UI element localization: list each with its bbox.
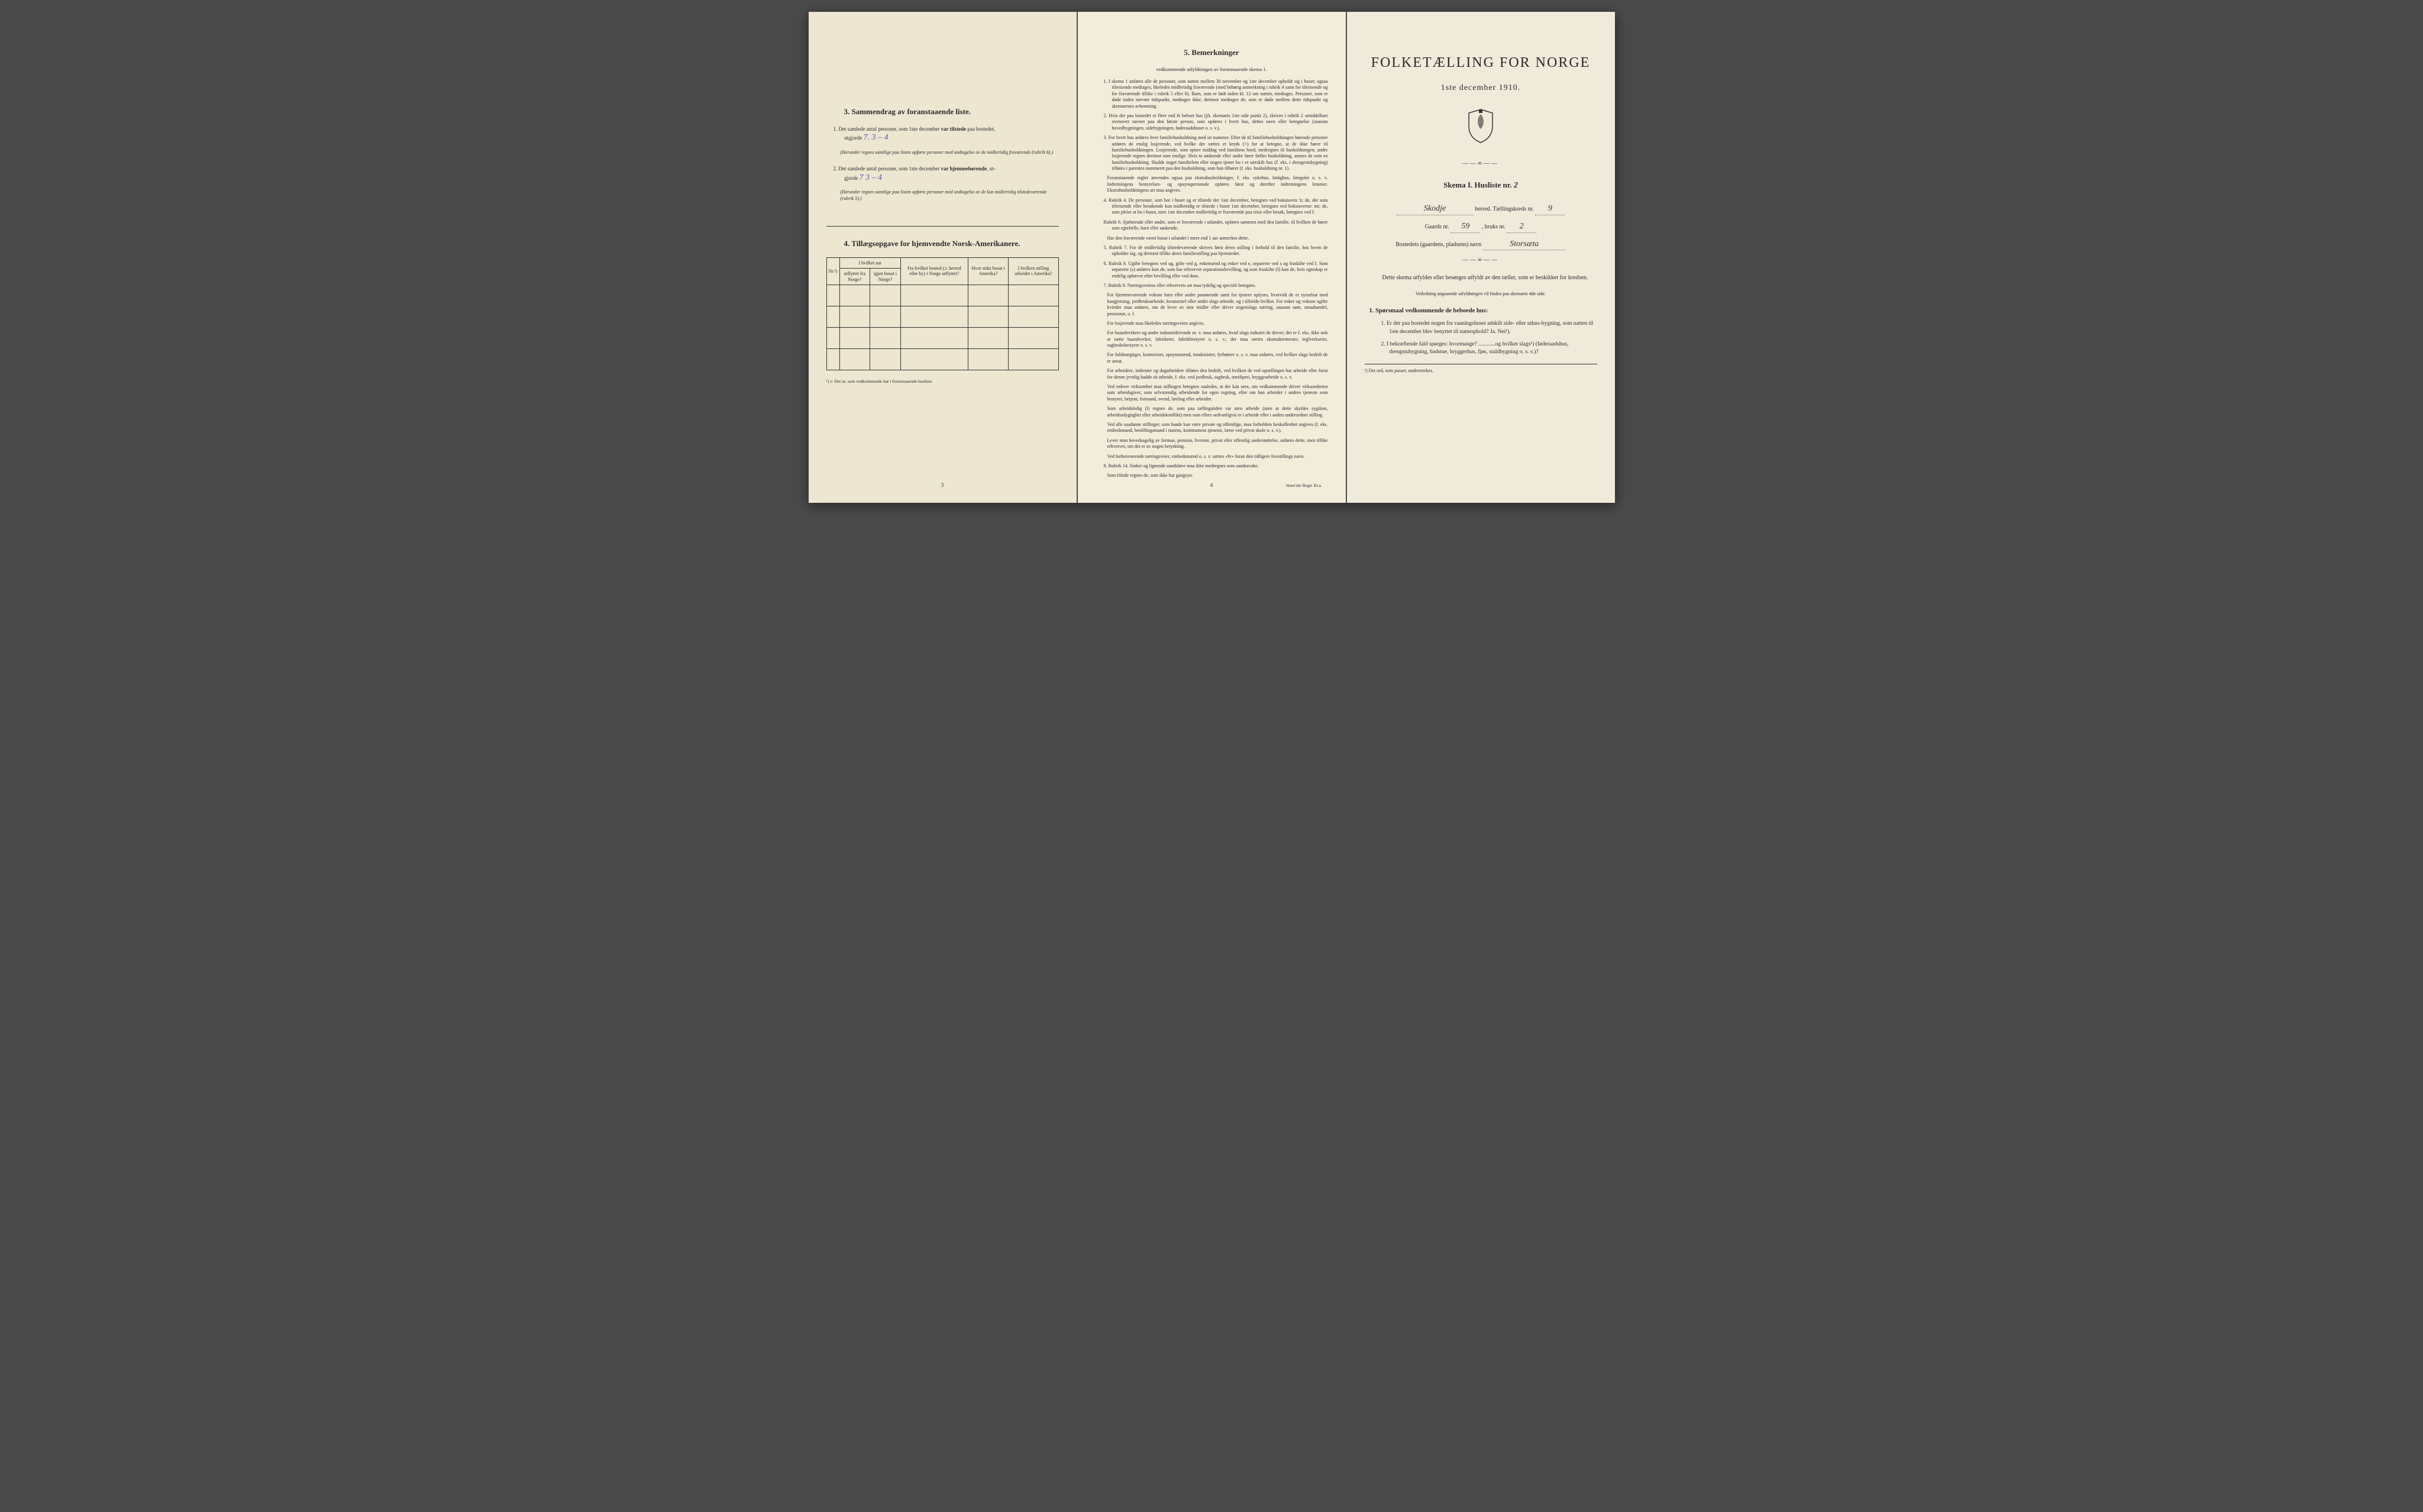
gaards-row: Gaards nr. 59 , bruks nr. 2 [1365, 221, 1597, 233]
section3-item2-note: (Herunder regnes samtlige paa listen opf… [841, 189, 1059, 202]
instructions-small: Veiledning angaaende utfyldningen vil fi… [1365, 291, 1597, 298]
bemerk-item: For losjerende maa likeledes næringsveie… [1107, 321, 1328, 327]
bemerk-item: 1. I skema 1 anføres alle de personer, s… [1104, 79, 1328, 109]
col-nr: Nr.¹) [826, 257, 839, 285]
section3-title: 3. Sammendrag av foranstaaende liste. [844, 106, 1059, 117]
bemerk-item: 8. Rubrik 14. Sinker og lignende aandslø… [1104, 463, 1328, 469]
bemerk-item: For fuldmægtiger, kontorister, opsynsmæn… [1107, 352, 1328, 364]
divider [826, 226, 1059, 227]
bemerk-item: 5. Rubrik 7. For de midlertidig tilstede… [1104, 245, 1328, 257]
husliste-nr: 2 [1514, 181, 1518, 190]
bemerk-item: 4. Rubrik 4. De personer, som bor i huse… [1104, 198, 1328, 216]
col-utflyttet: utflyttet fra Norge? [839, 269, 870, 285]
bemerk-item: Har den fraværende været bosat i utlande… [1107, 235, 1328, 241]
bemerk-item: 3. For hvert hus anføres hver familiehus… [1104, 135, 1328, 172]
table-row [826, 285, 1058, 306]
table-row [826, 306, 1058, 328]
col-bosted: Fra hvilket bosted (ɔ: herred eller by) … [901, 257, 968, 285]
section5-subtitle: vedkommende utfyldningen av foranstaaend… [1096, 66, 1328, 73]
bosted-value: Storsæta [1483, 239, 1566, 251]
section4-footnote: ¹) ɔ: Det nr. som vedkommende har i fora… [826, 379, 1059, 385]
table-row [826, 328, 1058, 349]
bemerk-item: 2. Hvis der paa bostedet er flere end ét… [1104, 113, 1328, 131]
section4-title: 4. Tillægsopgave for hjemvendte Norsk-Am… [844, 238, 1059, 249]
question-1: 1. Er der paa bostedet nogen fra vaaning… [1381, 320, 1597, 336]
main-title: FOLKETÆLLING FOR NORGE [1365, 53, 1597, 72]
herred-row: Skodje herred. Tællingskreds nr. 9 [1365, 203, 1597, 215]
bemerk-item: Som arbeidsledig (l) regnes de, som paa … [1107, 406, 1328, 418]
herred-value: Skodje [1397, 203, 1474, 215]
bemerk-item: 6. Rubrik 8. Ugifte betegnes ved ug, gif… [1104, 261, 1328, 279]
page-number: 3 [941, 482, 944, 489]
bruks-nr: 2 [1507, 221, 1536, 233]
page-number: 4 [1210, 482, 1213, 489]
page-3: 3. Sammendrag av foranstaaende liste. 1.… [809, 12, 1077, 503]
tilstede-value: 7. 3 – 4 [864, 133, 889, 142]
bosted-row: Bostedets (gaardens, pladsens) navn Stor… [1365, 239, 1597, 251]
table-row [826, 349, 1058, 370]
bemerk-item: Ved alle saadanne stillinger, som baade … [1107, 422, 1328, 434]
bemerk-item: Som blinde regnes de, som ikke har gangs… [1107, 473, 1328, 479]
bemerk-item: Ved forhenværende næringsveier, embedsmæ… [1107, 454, 1328, 460]
question-heading: 1. Spørsmaal vedkommende de beboede hus: [1369, 307, 1597, 315]
instructions-body: Dette skema utfyldes eller besørges utfy… [1371, 274, 1591, 282]
skema-line: Skema I. Husliste nr. 2 [1365, 180, 1597, 192]
col-aar-head: I hvilket aar [839, 257, 900, 269]
ornament-icon: ――∞―― [1365, 256, 1597, 264]
page-cover: FOLKETÆLLING FOR NORGE 1ste december 191… [1347, 12, 1615, 503]
bemerkninger-list: 1. I skema 1 anføres alle de personer, s… [1096, 79, 1328, 479]
bemerk-item: For hjemmeværende voksne barn eller andr… [1107, 292, 1328, 317]
document-spread: 3. Sammendrag av foranstaaende liste. 1.… [809, 12, 1615, 503]
col-stilling: I hvilken stilling arbeidet i Amerika? [1009, 257, 1058, 285]
col-bosat: igjen bosat i Norge? [870, 269, 900, 285]
section3-item2: 2. Det samlede antal personer, som 1ste … [833, 165, 1059, 183]
col-amerika: Hvor sidst bosat i Amerika? [968, 257, 1009, 285]
footnote: ¹) Det ord, som passer, understrekes. [1365, 364, 1597, 374]
question-2: 2. I bekræftende fald spørges: hvormange… [1381, 341, 1597, 357]
bemerk-item: Ved enhver virksomhet maa stillingen bet… [1107, 384, 1328, 402]
ornament-icon: ――∞―― [1365, 160, 1597, 168]
bemerk-item: Rubrik 6. Sjøfarende eller andre, som er… [1104, 219, 1328, 232]
coat-of-arms-icon [1365, 108, 1597, 146]
section4-table: Nr.¹) I hvilket aar Fra hvilket bosted (… [826, 257, 1059, 371]
section5-title: 5. Bemerkninger [1096, 47, 1328, 58]
printer-imprint: Steen'ske Bogtr. Kr.a. [1286, 483, 1322, 489]
hjemme-value: 7 3 – 4 [860, 173, 883, 182]
bemerk-item: Foranstaaende regler anvendes ogsaa paa … [1107, 175, 1328, 193]
kreds-nr: 9 [1535, 203, 1565, 215]
bemerk-item: For haandverkere og andre industridriven… [1107, 330, 1328, 348]
bemerk-item: Lever man hovedsagelig av formue, pensio… [1107, 438, 1328, 450]
bemerk-item: For arbeidere, inderster og dagarbeidere… [1107, 368, 1328, 380]
census-date: 1ste december 1910. [1365, 83, 1597, 94]
section3-item1-note: (Herunder regnes samtlige paa listen opf… [841, 150, 1059, 156]
gaards-nr: 59 [1450, 221, 1480, 233]
page-4: 5. Bemerkninger vedkommende utfyldningen… [1078, 12, 1346, 503]
bemerk-item: 7. Rubrik 9. Næringsveiens eller erhverv… [1104, 283, 1328, 289]
section3-item1: 1. Det samlede antal personer, som 1ste … [833, 125, 1059, 144]
